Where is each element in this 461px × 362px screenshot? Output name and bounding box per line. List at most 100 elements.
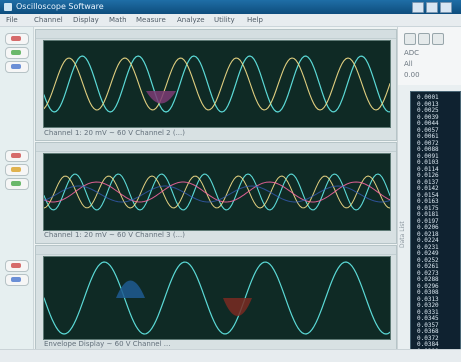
- wave-channel-2: [44, 175, 390, 209]
- panel-header: [36, 143, 396, 152]
- data-list-row: 0.0331: [417, 308, 439, 316]
- data-list-row: 0.0384: [417, 341, 439, 348]
- menu-analyze[interactable]: Analyze: [177, 16, 205, 24]
- data-list-row: 0.0197: [417, 217, 439, 225]
- data-list-row: 0.0224: [417, 237, 439, 244]
- right-label-1: ADC: [404, 49, 420, 57]
- tool-swatch: [11, 64, 21, 69]
- data-list-row: 0.0181: [417, 211, 439, 218]
- window-title: Oscilloscope Software: [16, 2, 104, 11]
- data-list-row: 0.0025: [417, 107, 439, 114]
- panel-caption: Channel 1: 20 mV ~ 60 V Channel 2 (...): [44, 129, 185, 137]
- data-list-row: 0.0372: [417, 334, 439, 342]
- data-list-row: 0.0320: [417, 302, 439, 309]
- settings-icon[interactable]: [404, 33, 416, 45]
- right-label-3: 0.00: [404, 71, 420, 79]
- data-list-row: 0.0154: [417, 191, 439, 199]
- tool-swatch: [11, 50, 21, 55]
- wave-channel-4: [44, 185, 390, 203]
- data-list-row: 0.0231: [417, 243, 439, 251]
- tool-button-7[interactable]: [5, 260, 29, 272]
- waveform-view-3[interactable]: [43, 256, 391, 340]
- save-icon[interactable]: [432, 33, 444, 45]
- tool-button-1[interactable]: [5, 33, 29, 45]
- wave-channel-1: [44, 55, 390, 113]
- data-list-row: 0.0114: [417, 165, 439, 173]
- menu-measure[interactable]: Measure: [136, 16, 166, 24]
- app-icon: [4, 3, 12, 11]
- highlight-region: [146, 91, 176, 104]
- tool-button-6[interactable]: [5, 178, 29, 190]
- data-list-row: 0.0091: [417, 152, 439, 160]
- waveform-svg: [44, 173, 390, 211]
- wave-envelope: [44, 261, 390, 335]
- menu-utility[interactable]: Utility: [214, 16, 235, 24]
- data-list-row: 0.0345: [417, 315, 439, 322]
- panel-caption: Envelope Display ~ 60 V Channel ...: [44, 340, 171, 348]
- data-list-row: 0.0013: [417, 100, 439, 108]
- right-controls: ADC All 0.00: [398, 27, 461, 86]
- status-bar: [0, 349, 461, 362]
- minimize-button[interactable]: [412, 2, 424, 13]
- tool-swatch: [11, 153, 21, 158]
- panel-caption: Channel 1: 20 mV ~ 60 V Channel 3 (...): [44, 231, 185, 239]
- menu-file[interactable]: File: [6, 16, 18, 24]
- right-label-2: All: [404, 60, 413, 68]
- menu-help[interactable]: Help: [247, 16, 263, 24]
- tool-swatch: [11, 36, 21, 41]
- data-list-row: 0.0163: [417, 198, 439, 205]
- data-list-row: 0.0001: [417, 94, 439, 101]
- data-column: Data List 0.0001 0.0013 0.0025 0.0039 0.0044…: [398, 85, 461, 358]
- waveform-svg: [44, 261, 390, 335]
- wave-channel-2: [44, 57, 390, 111]
- menu-channel[interactable]: Channel: [34, 16, 63, 24]
- data-list-row: 0.0273: [417, 269, 439, 277]
- maximize-button[interactable]: [426, 2, 438, 13]
- tool-swatch: [11, 277, 21, 282]
- wave-channel-3: [44, 181, 390, 203]
- close-button[interactable]: [440, 2, 452, 13]
- envelope-fill-positive: [116, 280, 145, 298]
- menu-math[interactable]: Math: [109, 16, 127, 24]
- tool-button-5[interactable]: [5, 164, 29, 176]
- data-list-row: 0.0072: [417, 139, 439, 147]
- data-list-row: 0.0249: [417, 250, 439, 257]
- tool-button-4[interactable]: [5, 150, 29, 162]
- data-list-row: 0.0039: [417, 113, 439, 121]
- data-list-row: 0.0061: [417, 133, 439, 140]
- scope-panel-3: Envelope Display ~ 60 V Channel ...: [35, 245, 397, 351]
- scope-panel-2: Channel 1: 20 mV ~ 60 V Channel 3 (...): [35, 142, 397, 244]
- envelope-fill-negative: [223, 298, 252, 316]
- tool-button-2[interactable]: [5, 47, 29, 59]
- tool-swatch: [11, 167, 21, 172]
- data-list-row: 0.0308: [417, 289, 439, 296]
- data-list-row: 0.0261: [417, 263, 439, 270]
- refresh-icon[interactable]: [418, 33, 430, 45]
- data-list-row: 0.0175: [417, 204, 439, 212]
- tool-swatch: [11, 263, 21, 268]
- data-list-row: 0.0288: [417, 276, 439, 283]
- right-pane: ADC All 0.00 Data List 0.0001 0.0013 0.002…: [397, 27, 461, 358]
- waveform-view-2[interactable]: [43, 153, 391, 231]
- data-list[interactable]: 0.0001 0.0013 0.0025 0.0039 0.0044 0.0057 0.00…: [410, 91, 461, 355]
- data-list-row: 0.0088: [417, 146, 439, 153]
- menu-display[interactable]: Display: [73, 16, 99, 24]
- data-list-row: 0.0206: [417, 224, 439, 231]
- data-list-row: 0.0126: [417, 172, 439, 179]
- data-list-row: 0.0368: [417, 328, 439, 335]
- data-list-row: 0.0313: [417, 295, 439, 303]
- data-list-row: 0.0142: [417, 185, 439, 192]
- scope-panel-1: Channel 1: 20 mV ~ 60 V Channel 2 (...): [35, 29, 397, 141]
- data-list-row: 0.0103: [417, 159, 439, 166]
- data-list-row: 0.0252: [417, 256, 439, 264]
- wave-channel-1: [44, 173, 390, 211]
- data-list-vertical-label: Data List: [399, 221, 406, 249]
- waveform-svg: [44, 55, 390, 113]
- waveform-view-1[interactable]: [43, 40, 391, 128]
- data-list-row: 0.0357: [417, 321, 439, 329]
- title-bar: Oscilloscope Software: [0, 0, 461, 14]
- tool-button-3[interactable]: [5, 61, 29, 73]
- tool-button-8[interactable]: [5, 274, 29, 286]
- panel-header: [36, 246, 396, 255]
